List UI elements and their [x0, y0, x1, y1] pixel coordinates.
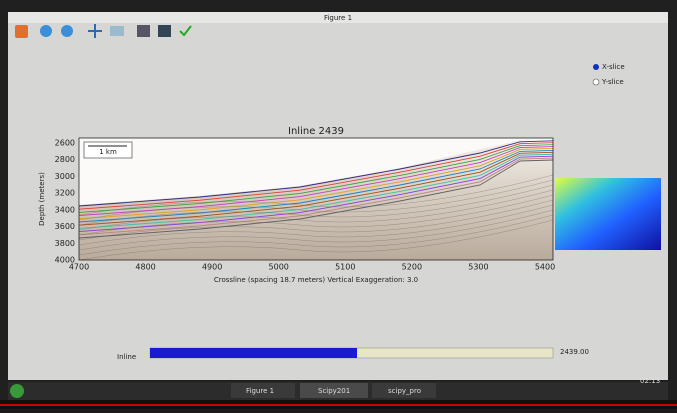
y-tick-label: 3000: [55, 172, 75, 181]
y-tick-label: 2600: [55, 139, 75, 148]
progress-bar: [0, 404, 677, 406]
x-axis-label: Crossline (spacing 18.7 meters) Vertical…: [214, 276, 418, 284]
y-axis-label: Depth (meters): [38, 172, 46, 226]
map-slice: [555, 178, 661, 250]
water-column: [79, 138, 553, 205]
window-title: Figure 1: [324, 14, 352, 22]
task-label[interactable]: scipy_pro: [388, 387, 421, 395]
reflector: [78, 199, 554, 241]
plot-title: Inline 2439: [288, 126, 344, 137]
x-tick-label: 4900: [202, 263, 222, 272]
axes-frame: [78, 137, 554, 261]
horizon: [78, 153, 554, 229]
task-label[interactable]: Scipy201: [318, 387, 350, 395]
y-tick-label: 2800: [55, 155, 75, 164]
y-tick-label: 3400: [55, 205, 75, 214]
y-tick-label: 4000: [55, 256, 75, 265]
x-tick-label: 5000: [269, 263, 289, 272]
task-item[interactable]: [300, 383, 368, 398]
subplots-button[interactable]: [137, 25, 150, 37]
reflector: [78, 214, 554, 256]
toolbar: [15, 24, 192, 38]
horizon: [78, 144, 554, 213]
clock: 02:13: [640, 377, 660, 385]
slider-fill[interactable]: [150, 348, 357, 358]
task-item[interactable]: [231, 383, 295, 398]
forward-button[interactable]: [61, 25, 73, 37]
radio-unselected[interactable]: [592, 78, 600, 86]
horizons: [78, 140, 554, 261]
y-tick-label: 3200: [55, 189, 75, 198]
horizon: [78, 159, 554, 239]
reflector: [78, 174, 554, 216]
zoom-button[interactable]: [110, 26, 124, 36]
reflector: [78, 219, 554, 261]
x-tick-label: 4800: [135, 263, 155, 272]
reflector: [78, 189, 554, 231]
radio-selected[interactable]: [593, 64, 599, 70]
reflector: [78, 209, 554, 251]
reflector: [78, 204, 554, 246]
start-button[interactable]: [10, 384, 24, 398]
pan-button[interactable]: [88, 24, 102, 38]
radio-label[interactable]: Y-slice: [601, 78, 624, 86]
x-tick-label: 5300: [468, 263, 488, 272]
reflector: [78, 184, 554, 226]
horizon: [78, 148, 554, 220]
horizon: [78, 149, 554, 223]
horizon: [78, 140, 554, 207]
x-tick-label: 5200: [402, 263, 422, 272]
back-button[interactable]: [40, 25, 52, 37]
scale-bar-label: 1 km: [99, 148, 117, 156]
x-tick-label: 5100: [335, 263, 355, 272]
y-tick-label: 3600: [55, 222, 75, 231]
slider-label: Inline: [117, 353, 136, 361]
axes: 1 km: [78, 137, 554, 261]
x-tick-label: 4700: [69, 263, 89, 272]
check-button[interactable]: [179, 25, 192, 37]
x-tick-label: 5400: [535, 263, 555, 272]
slider-value: 2439.00: [560, 348, 589, 356]
home-button[interactable]: [15, 25, 28, 38]
horizon: [78, 146, 554, 217]
reflector: [78, 194, 554, 236]
task-item[interactable]: [372, 383, 436, 398]
horizon: [78, 151, 554, 226]
y-tick-label: 3800: [55, 239, 75, 248]
horizon: [78, 142, 554, 210]
save-button[interactable]: [158, 25, 171, 37]
radio-label[interactable]: X-slice: [602, 63, 625, 71]
title-bar: [8, 12, 668, 23]
task-label[interactable]: Figure 1: [246, 387, 274, 395]
reflector: [78, 179, 554, 221]
